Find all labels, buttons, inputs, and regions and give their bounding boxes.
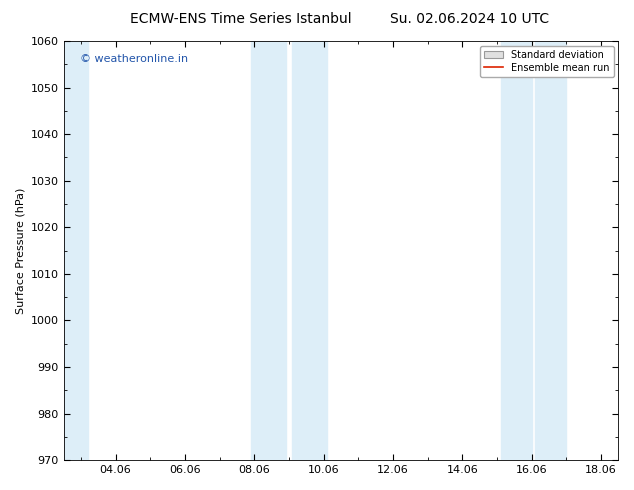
Bar: [63, 41, 88, 460]
Y-axis label: Surface Pressure (hPa): Surface Pressure (hPa): [15, 187, 25, 314]
Text: ECMW-ENS Time Series Istanbul: ECMW-ENS Time Series Istanbul: [130, 12, 352, 26]
Bar: [292, 41, 327, 460]
Text: Su. 02.06.2024 10 UTC: Su. 02.06.2024 10 UTC: [390, 12, 548, 26]
Bar: [535, 41, 566, 460]
Bar: [501, 41, 532, 460]
Legend: Standard deviation, Ensemble mean run: Standard deviation, Ensemble mean run: [480, 46, 614, 76]
Text: © weatheronline.in: © weatheronline.in: [80, 53, 188, 64]
Bar: [251, 41, 285, 460]
